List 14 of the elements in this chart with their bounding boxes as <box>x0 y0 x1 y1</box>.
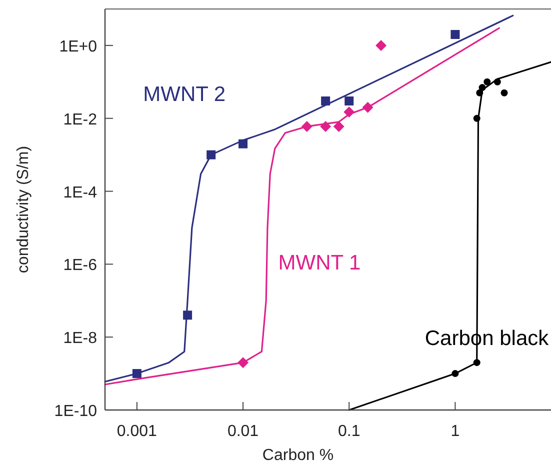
x-tick-label: 0.001 <box>116 423 158 440</box>
x-tick-label: 1 <box>450 423 460 440</box>
y-tick-label: 1E+0 <box>59 38 98 56</box>
y-tick-label: 1E-8 <box>63 330 98 348</box>
y-tick-label: 1E-6 <box>63 257 98 274</box>
y-tick-label: 1E-10 <box>54 403 98 420</box>
x-tick-label: 0.1 <box>338 423 360 440</box>
x-tick-label: 0.01 <box>227 423 259 440</box>
y-tick-label: 1E-2 <box>63 111 98 128</box>
y-axis-title: conductivity (S/m) <box>15 146 32 274</box>
series-label: MWNT 2 <box>143 82 226 106</box>
y-tick-label: 1E-4 <box>63 184 98 202</box>
text: MWNT 1 <box>278 251 361 274</box>
x-axis-title: Carbon % <box>262 447 334 464</box>
